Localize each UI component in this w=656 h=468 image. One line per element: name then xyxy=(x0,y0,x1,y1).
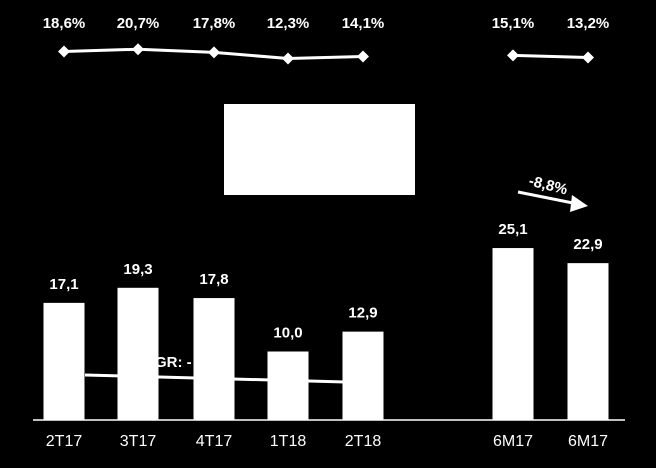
bar xyxy=(567,263,609,420)
bar-value-label: 22,9 xyxy=(573,236,602,253)
cagr-annotation: GR: - xyxy=(155,354,192,371)
margin-value-label: 14,1% xyxy=(342,15,385,32)
bar xyxy=(193,298,235,420)
change-arrow-head xyxy=(570,195,588,212)
margin-marker xyxy=(132,43,144,56)
margin-marker xyxy=(58,45,70,58)
bar-value-label: 12,9 xyxy=(348,305,377,322)
change-arrow xyxy=(517,190,579,206)
bar xyxy=(43,302,85,420)
bar xyxy=(492,248,534,420)
x-tick-label: 6M17 xyxy=(568,433,608,450)
x-tick-label: 3T17 xyxy=(120,433,157,450)
bar-value-label: 25,1 xyxy=(498,221,527,238)
overlay-box xyxy=(224,104,415,195)
margin-value-label: 12,3% xyxy=(267,15,310,32)
bar-value-label: 10,0 xyxy=(273,324,302,341)
bar xyxy=(117,287,159,420)
margin-line xyxy=(512,53,589,59)
margin-marker xyxy=(282,52,294,65)
x-tick-label: 4T17 xyxy=(196,433,233,450)
margin-value-label: 17,8% xyxy=(193,15,236,32)
bar xyxy=(342,331,384,420)
margin-marker xyxy=(582,51,594,64)
margin-value-label: 15,1% xyxy=(492,15,535,32)
margin-marker xyxy=(357,50,369,63)
bar-value-label: 19,3 xyxy=(123,261,152,278)
margin-marker xyxy=(208,46,220,59)
bar-value-label: 17,8 xyxy=(199,271,228,288)
x-tick-label: 2T18 xyxy=(345,433,382,450)
bar xyxy=(267,351,309,420)
x-tick-label: 6M17 xyxy=(493,433,533,450)
margin-value-label: 20,7% xyxy=(117,15,160,32)
margin-marker xyxy=(507,49,519,62)
x-tick-label: 2T17 xyxy=(46,433,83,450)
margin-value-label: 18,6% xyxy=(43,15,86,32)
bar-value-label: 17,1 xyxy=(49,276,78,293)
x-tick-label: 1T18 xyxy=(270,433,307,450)
margin-value-label: 13,2% xyxy=(567,15,610,32)
